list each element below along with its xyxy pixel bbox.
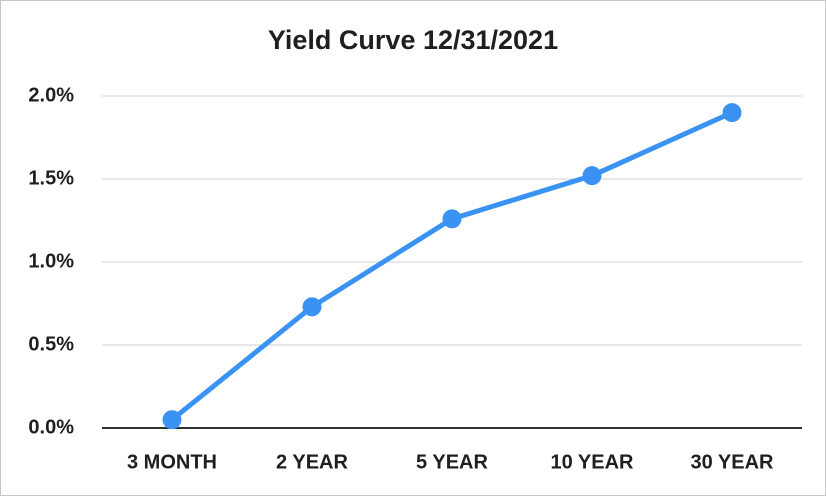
x-tick-label: 2 YEAR [276, 451, 348, 473]
x-tick-label: 5 YEAR [416, 451, 488, 473]
y-tick-label: 1.5% [28, 167, 74, 189]
y-tick-label: 0.0% [28, 416, 74, 438]
point [582, 166, 602, 186]
chart-title: Yield Curve 12/31/2021 [268, 25, 558, 55]
y-tick-label: 2.0% [28, 84, 74, 106]
y-tick-label: 1.0% [28, 250, 74, 272]
point [722, 103, 742, 123]
point [162, 410, 182, 430]
x-tick-label: 30 YEAR [690, 451, 774, 473]
point [302, 297, 322, 317]
x-tick-label: 3 MONTH [127, 451, 217, 473]
point [442, 209, 462, 229]
x-tick-label: 10 YEAR [550, 451, 634, 473]
y-tick-label: 0.5% [28, 333, 74, 355]
